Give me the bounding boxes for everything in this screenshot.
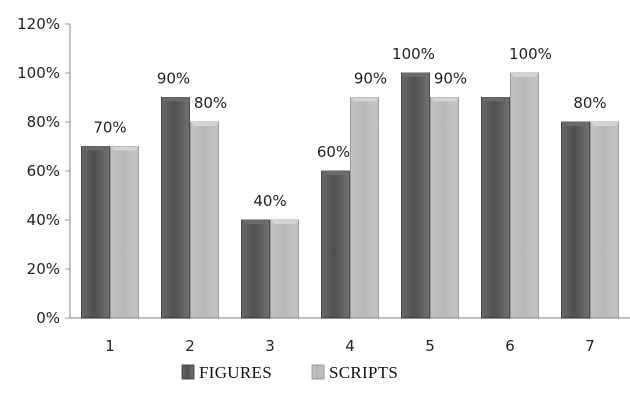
y-tick-label: 60%: [27, 162, 60, 180]
x-tick-label: 3: [265, 337, 275, 355]
bar-scripts-3: [270, 219, 299, 319]
bar-bevel: [401, 73, 430, 77]
bar-bevel: [510, 73, 539, 77]
legend-swatch-figures: [181, 364, 195, 380]
data-label: 100%: [392, 45, 435, 63]
x-tick-label: 7: [585, 337, 595, 355]
bar-figures-6: [481, 97, 510, 319]
bar-figures-7: [561, 121, 590, 319]
data-label: 90%: [157, 70, 190, 88]
data-label: 90%: [434, 70, 467, 88]
bar-bevel: [270, 220, 299, 224]
bar-figures-4: [321, 170, 350, 319]
bar-bevel: [350, 97, 379, 102]
bar-bevel: [321, 171, 350, 175]
bar-bevel: [561, 122, 590, 126]
bar-bevel: [590, 122, 619, 126]
data-labels: 70%90%80%40%60%90%100%90%100%80%: [93, 45, 606, 210]
data-label: 90%: [354, 70, 387, 88]
bar-figures-3: [241, 219, 270, 319]
data-label: 40%: [253, 192, 286, 210]
y-tick-label: 80%: [27, 113, 60, 131]
bar-bevel: [241, 220, 270, 224]
data-label: 100%: [509, 45, 552, 63]
bar-scripts-5: [430, 97, 459, 319]
legend-label-scripts: SCRIPTS: [329, 363, 398, 382]
x-tick-label: 1: [105, 337, 115, 355]
y-tick-label: 120%: [17, 15, 60, 33]
x-tick-label: 2: [185, 337, 195, 355]
y-tick-label: 0%: [36, 309, 60, 327]
y-tick-label: 40%: [27, 211, 60, 229]
bar-bevel: [81, 146, 110, 151]
bar-bevel: [110, 146, 139, 151]
bar-figures-1: [81, 146, 110, 319]
x-tick-label: 6: [505, 337, 515, 355]
y-tick-label: 100%: [17, 64, 60, 82]
x-tick-label: 4: [345, 337, 355, 355]
legend-swatch-scripts: [311, 364, 325, 380]
legend-label-figures: FIGURES: [199, 363, 272, 382]
bar-bevel: [161, 97, 190, 102]
bar-scripts-1: [110, 146, 139, 319]
bar-bevel: [430, 97, 459, 102]
bar-bevel: [481, 97, 510, 102]
bar-scripts-2: [190, 121, 219, 319]
x-axis: 1 2 3 4 5 6 7: [70, 317, 630, 355]
bar-figures-2: [161, 97, 190, 319]
bar-figures-5: [401, 72, 430, 319]
bar-scripts-7: [590, 121, 619, 319]
bar-bevel: [190, 122, 219, 126]
data-label: 80%: [573, 94, 606, 112]
x-tick-label: 5: [425, 337, 435, 355]
bar-scripts-4: [350, 97, 379, 319]
bars: [81, 72, 619, 319]
data-label: 60%: [317, 143, 350, 161]
y-tick-label: 20%: [27, 260, 60, 278]
legend: FIGURES SCRIPTS: [181, 363, 398, 382]
bar-scripts-6: [510, 72, 539, 319]
data-label: 80%: [194, 94, 227, 112]
y-axis: 0% 20% 40% 60% 80% 100% 120%: [17, 15, 71, 327]
data-label: 70%: [93, 119, 126, 137]
